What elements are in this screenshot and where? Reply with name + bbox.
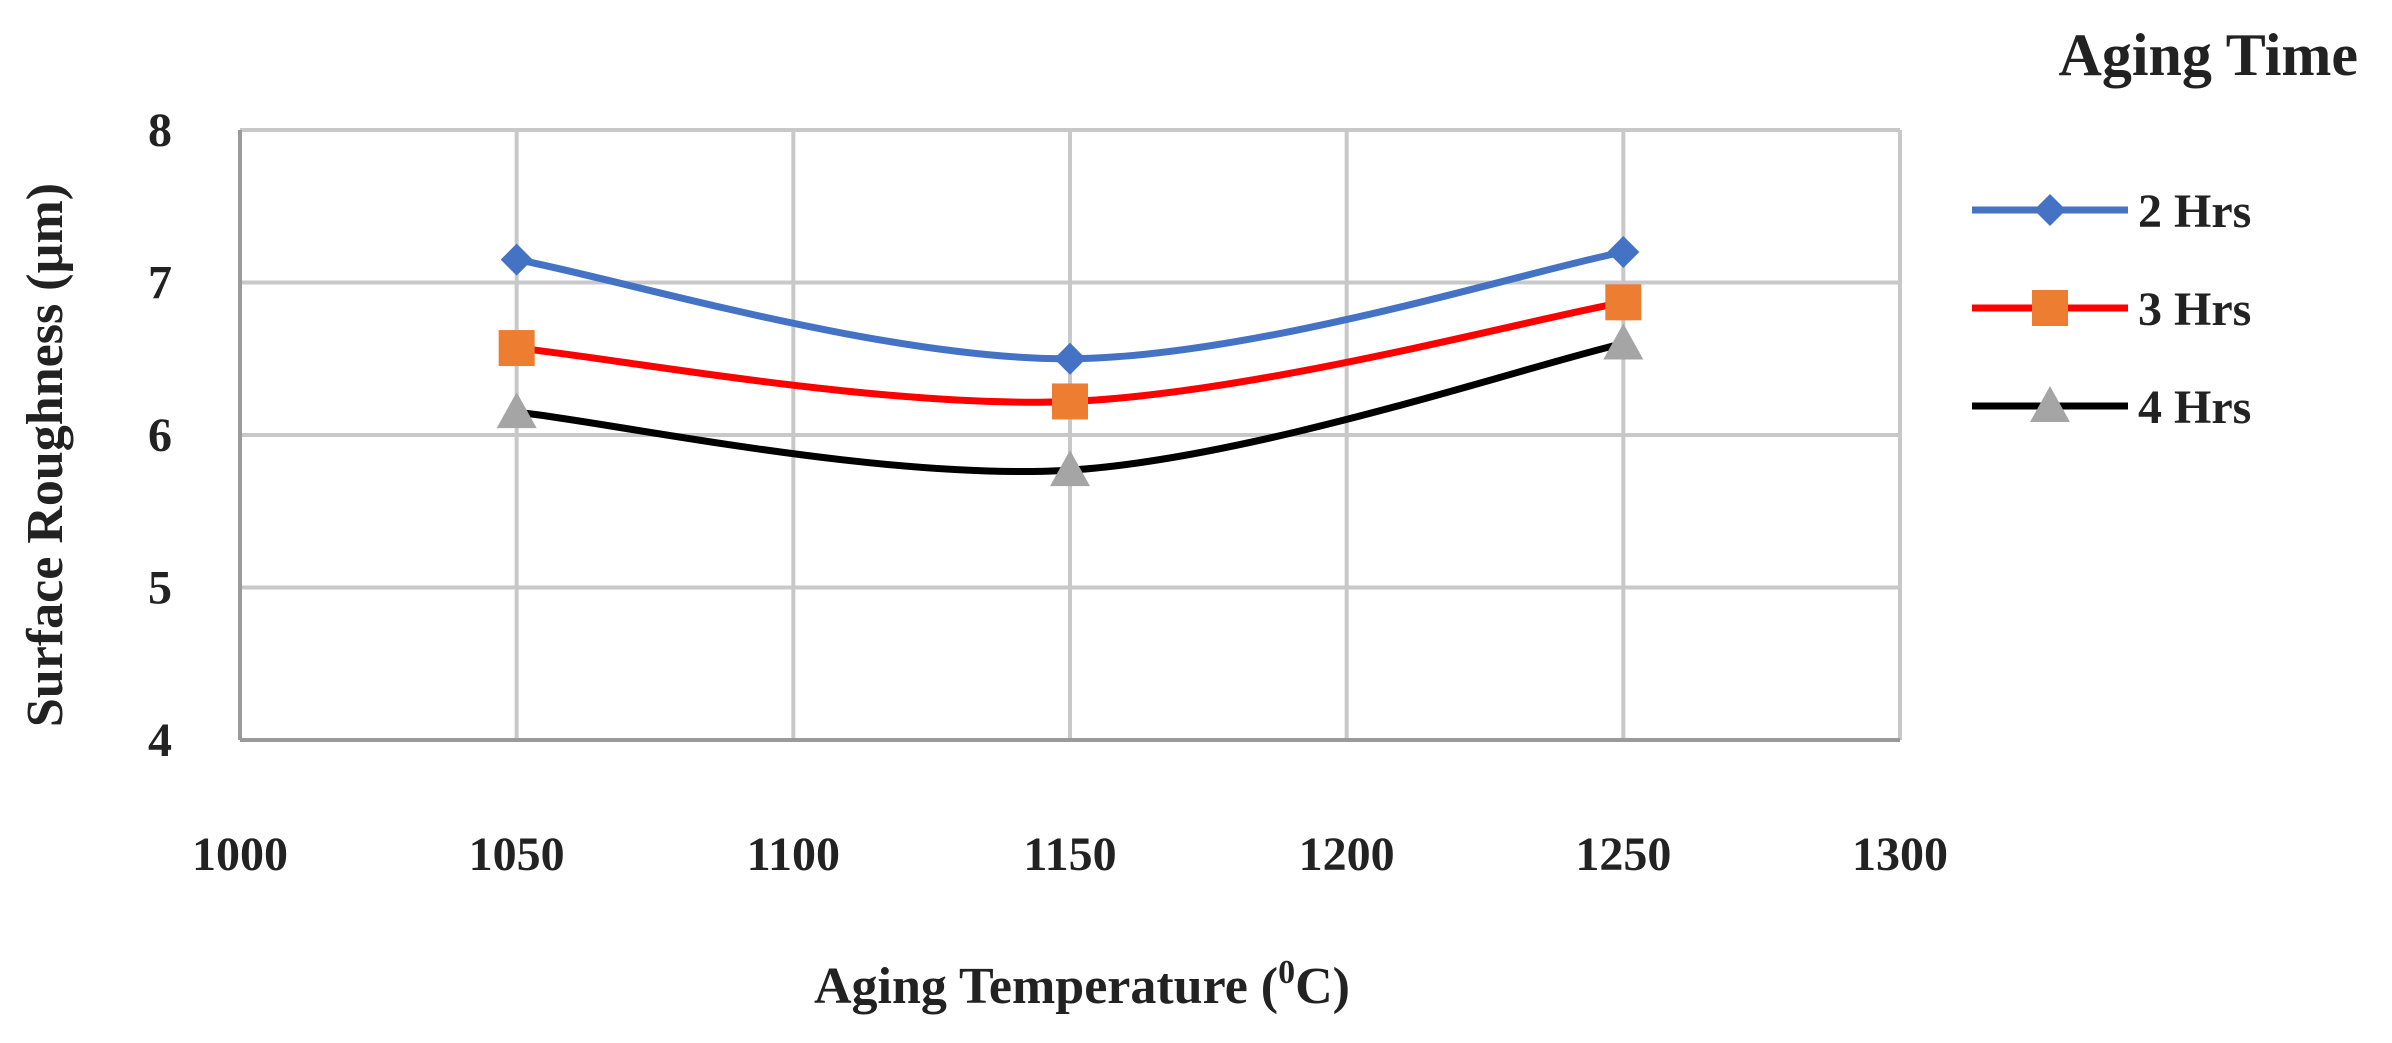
data-point [496,392,537,429]
legend-item: 2 Hrs [1972,185,2251,238]
series-2-hrs [500,236,1640,375]
legend-swatch-marker [2032,290,2068,326]
x-tick-label: 1100 [747,828,840,881]
y-tick-label: 4 [148,714,172,767]
data-point [1603,323,1644,360]
legend-title: Aging Time [2058,22,2358,88]
legend-label: 4 Hrs [2138,381,2251,434]
legend-label: 2 Hrs [2138,185,2251,238]
x-axis-title-main: Aging Temperature ( [814,958,1278,1015]
x-tick-label: 1250 [1575,828,1671,881]
x-tick-label: 1300 [1852,828,1948,881]
grid [238,128,1902,742]
x-tick-label: 1050 [469,828,565,881]
series-3-hrs [498,284,1642,420]
legend-swatch-marker [2034,194,2066,226]
data-point [498,330,535,367]
x-tick-label: 1150 [1023,828,1116,881]
legend-label: 3 Hrs [2138,283,2251,336]
data-point [1050,450,1090,487]
legend-item: 4 Hrs [1972,381,2251,434]
x-axis-title-unit: C) [1295,958,1350,1015]
x-axis-title: Aging Temperature (0C) [814,954,1350,1015]
data-point [1605,284,1642,321]
legend: Aging Time 2 Hrs 3 Hrs 4 Hrs [1972,22,2358,434]
y-axis-title: Surface Roughness (µm) [17,183,74,727]
y-tick-label: 6 [148,409,172,462]
x-axis-title-superscript: 0 [1278,954,1295,991]
data-point [1607,236,1640,268]
y-tick-label: 7 [148,257,172,310]
series-4-hrs [496,323,1644,487]
data-point [500,243,533,276]
legend-items: 2 Hrs 3 Hrs 4 Hrs [1972,185,2251,434]
x-tick-label: 1200 [1299,828,1395,881]
legend-item: 3 Hrs [1972,283,2251,336]
y-tick-label: 8 [148,104,172,157]
data-point [1052,383,1088,420]
series-layer [496,236,1644,487]
legend-swatch-marker [2030,386,2070,422]
x-tick-label: 1000 [192,828,288,881]
tick-labels: 1000 1050 1100 1150 1200 1250 1300 4 5 6 7 8 [148,104,1948,881]
y-tick-label: 5 [148,562,172,615]
data-point [1054,342,1086,375]
